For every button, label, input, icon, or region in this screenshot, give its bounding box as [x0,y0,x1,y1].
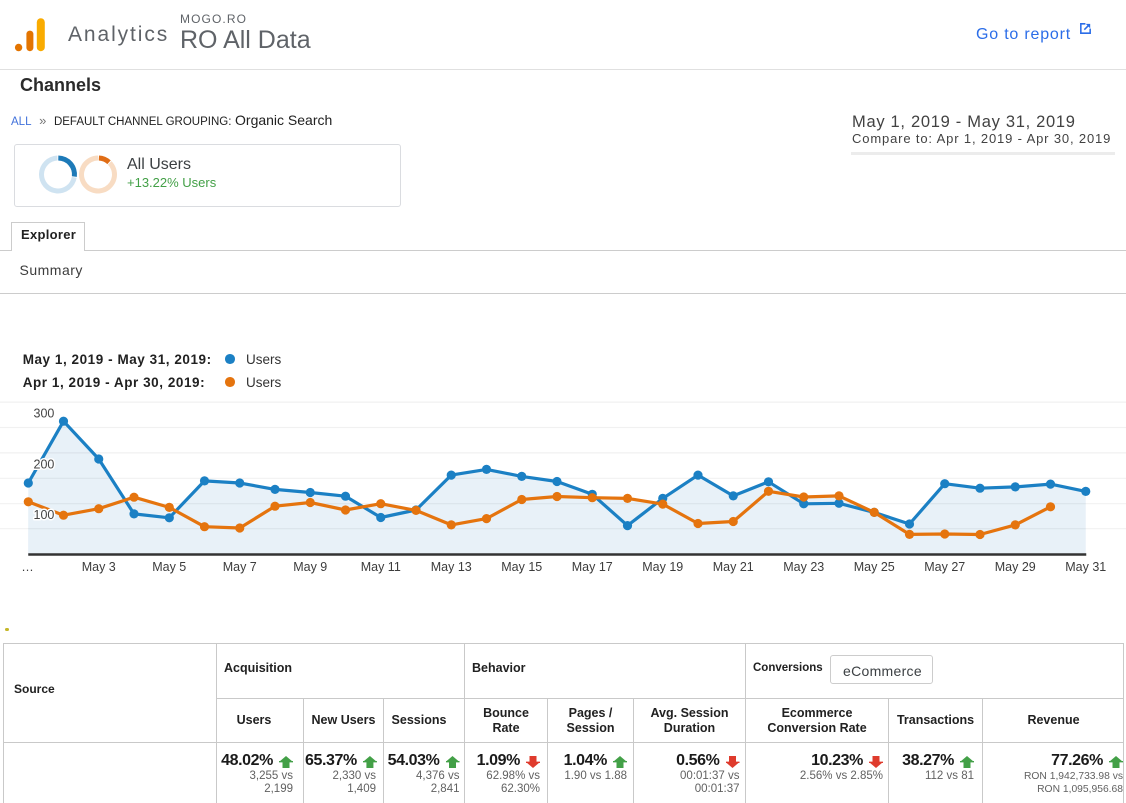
svg-text:May 25: May 25 [854,560,895,574]
svg-text:May 31: May 31 [1065,560,1106,574]
svg-text:May 5: May 5 [152,560,186,574]
svg-text:May 19: May 19 [642,560,683,574]
svg-text:May 3: May 3 [82,560,116,574]
svg-text:May 27: May 27 [924,560,965,574]
svg-text:May 11: May 11 [361,560,401,574]
svg-text:May 15: May 15 [501,560,542,574]
svg-text:200: 200 [34,457,55,471]
svg-text:May 29: May 29 [995,560,1036,574]
svg-text:May 17: May 17 [572,560,613,574]
svg-text:May 13: May 13 [431,560,472,574]
svg-text:100: 100 [34,508,55,522]
svg-text:May 9: May 9 [293,560,327,574]
svg-text:May 21: May 21 [713,560,754,574]
svg-text:May 23: May 23 [783,560,824,574]
svg-text:May 7: May 7 [223,560,257,574]
svg-text:…: … [21,560,34,574]
svg-text:300: 300 [34,407,55,421]
